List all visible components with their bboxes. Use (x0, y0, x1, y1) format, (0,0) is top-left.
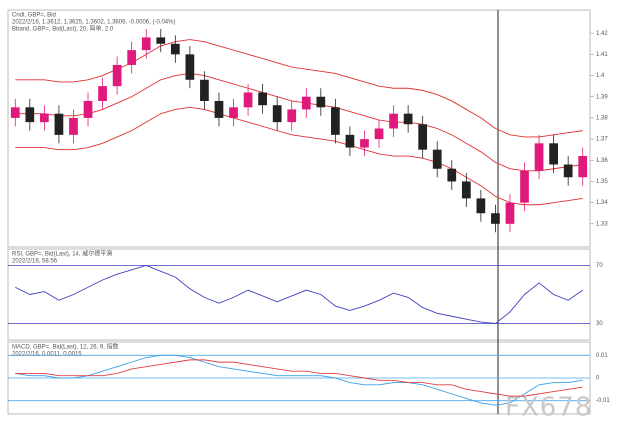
legend-line: MACD, GBP=, Bid(Last), 12, 26, 9, 指数 (12, 343, 119, 351)
candle-body (520, 170, 529, 203)
candle-body (229, 107, 238, 118)
candle-body (461, 181, 471, 199)
candle-body (447, 168, 457, 182)
y-tick-label: 1.36 (596, 158, 608, 164)
candle-body (54, 113, 64, 135)
candle-body (374, 128, 384, 140)
candle-body (505, 202, 515, 224)
candle-body (243, 92, 253, 108)
candle-body (549, 143, 558, 165)
y-tick-label: 1.41 (596, 52, 608, 58)
y-tick-label: 70 (596, 263, 603, 269)
candle-body (476, 198, 486, 214)
candle-body (491, 213, 500, 224)
y-tick-label: 1.4 (596, 73, 605, 79)
candle-body (185, 54, 195, 80)
legend-line: RSI, GBP=, Bid(Last), 14, 威尔德平滑 (12, 250, 112, 258)
y-tick-label: 1.37 (596, 137, 608, 143)
series-line (15, 354, 583, 406)
candle-body (272, 105, 282, 123)
candle-body (83, 100, 93, 118)
y-tick-label: 1.33 (596, 221, 608, 227)
y-tick-label: 30 (596, 321, 603, 327)
candle-body (25, 107, 35, 123)
candle-body (200, 79, 209, 101)
candle-body (331, 107, 340, 135)
candle-body (258, 92, 267, 106)
series-line (15, 106, 583, 206)
series-line (15, 359, 583, 397)
candle-body (10, 107, 20, 118)
candle-body (563, 164, 573, 178)
y-tick-label: -0.01 (596, 398, 610, 404)
rsi-panel (7, 248, 591, 341)
candle-body (40, 113, 49, 123)
legend-line: 2022/2/16, 0.0011, 0.0015 (12, 352, 82, 358)
y-tick-label: 1.34 (596, 200, 608, 206)
y-tick-label: 1.38 (596, 115, 608, 121)
legend-line: Cndl, GBP=, Bid (12, 13, 56, 19)
price-panel (7, 9, 591, 248)
candle-body (389, 113, 398, 129)
series-line (15, 39, 583, 138)
candle-body (418, 124, 428, 150)
series-line (15, 265, 583, 324)
candle-body (98, 86, 107, 101)
candle-body (170, 43, 180, 55)
candle-body (141, 37, 151, 51)
candle-body (403, 113, 413, 125)
watermark: FX678 (505, 393, 592, 423)
series-line (15, 72, 583, 172)
y-tick-label: 0.01 (596, 353, 608, 359)
y-tick-label: 1.35 (596, 179, 608, 185)
candle-body (432, 149, 442, 169)
y-tick-label: 1.39 (596, 94, 608, 100)
candle-body (156, 37, 166, 44)
legend-line: 2022/2/16, 58.56 (12, 259, 58, 265)
y-tick-label: 0 (596, 376, 600, 382)
legend-line: Bband, GBP=, Bid(Last), 20, 简单, 2.0 (12, 25, 114, 33)
candle-body (127, 50, 137, 65)
candle-body (345, 134, 355, 148)
candle-body (578, 156, 588, 178)
candle-body (214, 100, 224, 118)
candle-body (316, 96, 326, 108)
y-tick-label: 1.42 (596, 31, 608, 37)
candle-body (534, 143, 544, 171)
legend-line: 2022/2/16, 1.3612, 1.3625, 1.3602, 1.360… (12, 20, 175, 26)
candle-body (112, 64, 122, 87)
candle-body (69, 117, 78, 135)
candle-body (301, 96, 311, 110)
candle-body (360, 139, 369, 148)
candle-body (287, 109, 297, 123)
